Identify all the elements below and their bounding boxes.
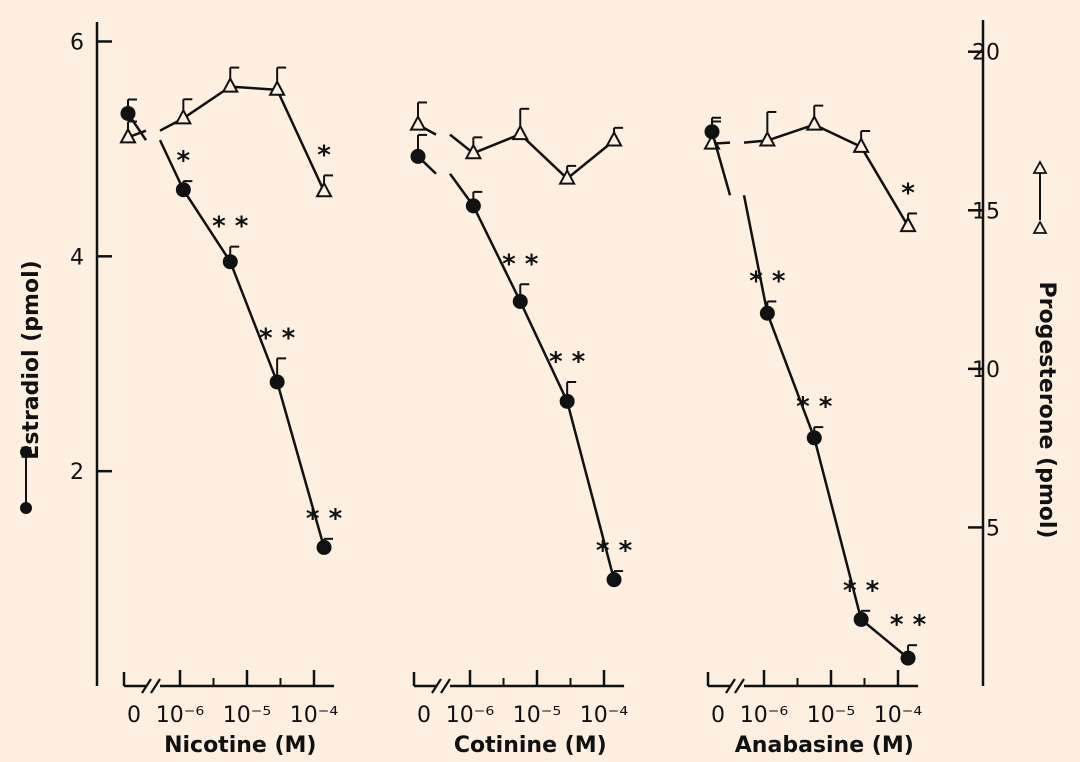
right-axis-legend-marker xyxy=(1032,160,1048,234)
x-tick-label: 10⁻⁴ xyxy=(290,703,339,728)
progesterone-point xyxy=(758,130,777,147)
estradiol-point xyxy=(900,650,916,666)
estradiol-series: * * * * * * * * xyxy=(704,116,927,666)
significance-mark: * * xyxy=(549,347,586,377)
x-tick-label: 10⁻⁴ xyxy=(580,703,629,728)
panel-anabasine: 0 10⁻⁶ 10⁻⁵ 10⁻⁴ Anabasine (M) * * * * * * * * * xyxy=(703,104,927,758)
significance-mark: * * xyxy=(749,266,786,296)
estradiol-point xyxy=(120,105,136,121)
significance-mark: * * xyxy=(306,504,343,534)
right-tick-label: 15 xyxy=(972,199,1000,224)
right-tick-label: 10 xyxy=(972,358,1000,383)
series-line-segment xyxy=(710,131,732,196)
progesterone-series xyxy=(409,101,624,185)
panel-cotinine: 0 10⁻⁶ 10⁻⁵ 10⁻⁴ Cotinine (M) * * * * * * xyxy=(409,101,633,758)
significance-mark: * * xyxy=(212,212,249,242)
estradiol-series: * * * * * * * xyxy=(120,98,343,555)
progesterone-point xyxy=(805,114,823,131)
progesterone-point xyxy=(268,79,286,96)
significance-mark: * * xyxy=(890,610,927,640)
estradiol-series: * * * * * * xyxy=(410,133,633,588)
left-tick-label: 2 xyxy=(70,460,84,485)
x-tick-label: 0 xyxy=(127,703,141,728)
x-tick-label: 0 xyxy=(417,703,431,728)
progesterone-series: * xyxy=(119,66,334,198)
estradiol-point xyxy=(410,148,426,164)
estradiol-point xyxy=(853,611,869,627)
estradiol-point xyxy=(704,124,720,140)
left-axis-legend-marker xyxy=(20,446,32,514)
x-axis-break xyxy=(431,678,451,694)
estradiol-point xyxy=(269,374,285,390)
progesterone-point xyxy=(852,136,870,153)
right-tick-label: 5 xyxy=(986,516,1000,541)
progesterone-point xyxy=(511,124,529,141)
right-axis-ticks: 5 10 15 20 xyxy=(968,41,1000,541)
left-tick-label: 4 xyxy=(70,245,84,270)
estradiol-point xyxy=(606,572,622,588)
x-tick-label: 0 xyxy=(711,703,725,728)
significance-mark: * xyxy=(177,146,191,176)
series-line xyxy=(158,139,326,548)
progesterone-point xyxy=(315,181,333,198)
estradiol-point xyxy=(175,182,191,198)
progesterone-point xyxy=(409,114,427,131)
panel-nicotine: 0 10⁻⁶ 10⁻⁵ 10⁻⁴ Nicotine (M) * * * * * * * * xyxy=(119,66,343,758)
x-tick-label: 10⁻⁶ xyxy=(446,703,495,728)
right-tick-label: 20 xyxy=(972,41,1000,66)
progesterone-series: * xyxy=(703,104,918,233)
estradiol-point xyxy=(316,539,332,555)
estradiol-point xyxy=(465,198,481,214)
x-tick-label: 10⁻⁴ xyxy=(874,703,923,728)
significance-mark: * * xyxy=(843,576,880,606)
progesterone-point xyxy=(174,108,193,125)
significance-mark: * xyxy=(901,178,915,208)
left-axis-ticks: 2 4 6 xyxy=(70,30,112,485)
estradiol-point xyxy=(806,430,822,446)
right-axis-title: Progesterone (pmol) xyxy=(1034,282,1059,539)
progesterone-point xyxy=(221,76,239,93)
x-tick-label: 10⁻⁵ xyxy=(223,703,271,728)
significance-mark: * * xyxy=(502,249,539,279)
significance-mark: * * xyxy=(596,536,633,566)
estradiol-point xyxy=(222,254,238,270)
panels: 0 10⁻⁶ 10⁻⁵ 10⁻⁴ Nicotine (M) * * * * * * * * 0 10⁻… xyxy=(119,66,927,758)
progesterone-point xyxy=(464,143,483,160)
progesterone-point xyxy=(899,216,917,233)
x-axis-title: Nicotine (M) xyxy=(164,733,316,758)
estradiol-point xyxy=(759,305,775,321)
x-axis-title: Cotinine (M) xyxy=(454,733,607,758)
significance-mark: * xyxy=(317,140,331,170)
progesterone-point xyxy=(558,168,576,185)
series-line xyxy=(448,172,616,580)
x-axis-break xyxy=(141,678,161,694)
right-axis: 5 10 15 20 Progesterone (pmol) xyxy=(968,20,1059,686)
x-tick-label: 10⁻⁵ xyxy=(513,703,561,728)
x-tick-label: 10⁻⁶ xyxy=(156,703,205,728)
left-axis-title: Estradiol (pmol) xyxy=(19,260,44,459)
left-tick-label: 6 xyxy=(70,30,84,55)
significance-mark: * * xyxy=(796,392,833,422)
x-tick-label: 10⁻⁶ xyxy=(740,703,789,728)
estradiol-point xyxy=(512,293,528,309)
estradiol-point xyxy=(559,393,575,409)
series-line xyxy=(742,195,909,660)
progesterone-point xyxy=(605,130,623,147)
progesterone-point xyxy=(119,127,137,144)
x-tick-label: 10⁻⁵ xyxy=(807,703,855,728)
significance-mark: * * xyxy=(259,323,296,353)
x-axis-break xyxy=(725,678,745,694)
x-axis-title: Anabasine (M) xyxy=(735,733,914,758)
left-axis: 2 4 6 Estradiol (pmol) xyxy=(19,22,112,686)
